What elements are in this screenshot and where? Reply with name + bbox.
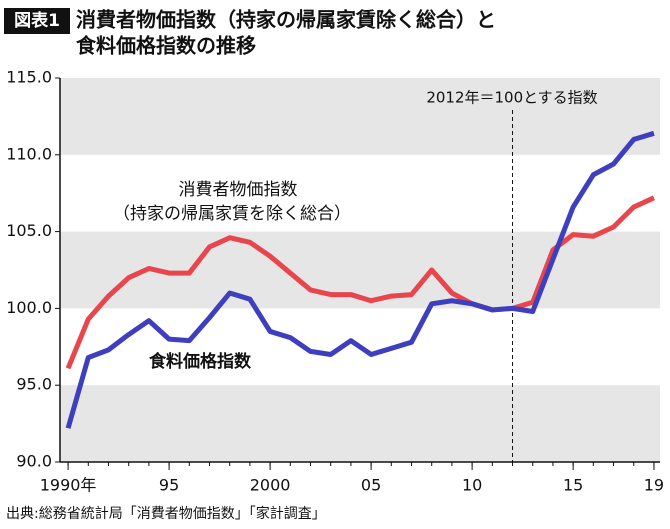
y-tick-label: 105.0 [6, 221, 52, 240]
y-tick-label: 90.0 [16, 452, 52, 471]
badge: 図表1 [14, 10, 60, 31]
band [60, 78, 660, 155]
x-tick-label: 15 [563, 476, 583, 495]
series-label: 食料価格指数 [149, 351, 252, 372]
x-tick-label: 10 [462, 476, 482, 495]
source: 出典:総務省統計局「消費者物価指数」「家計調査」 [6, 505, 326, 522]
series-label: （持家の帰属家賃を除く総合） [113, 204, 351, 224]
series-line [65, 130, 655, 429]
x-tick-label: 1990年 [40, 476, 97, 495]
plot-bands [60, 78, 660, 462]
chart-title: 消費者物価指数（持家の帰属家賃除く総合）と [76, 8, 496, 32]
annotation: 2012年＝100とする指数 [426, 89, 597, 107]
y-tick-label: 100.0 [6, 298, 52, 317]
band [60, 385, 660, 462]
x-tick-label: 2000 [250, 476, 291, 495]
x-tick-label: 95 [159, 476, 179, 495]
chart-title: 食料価格指数の推移 [76, 34, 256, 58]
y-tick-label: 115.0 [6, 68, 52, 87]
y-tick-label: 110.0 [6, 144, 52, 163]
x-tick-label: 05 [361, 476, 381, 495]
y-tick-label: 95.0 [16, 375, 52, 394]
badge-box [4, 8, 70, 34]
series-label: 消費者物価指数 [179, 180, 298, 200]
x-tick-label: 19 [644, 476, 664, 495]
